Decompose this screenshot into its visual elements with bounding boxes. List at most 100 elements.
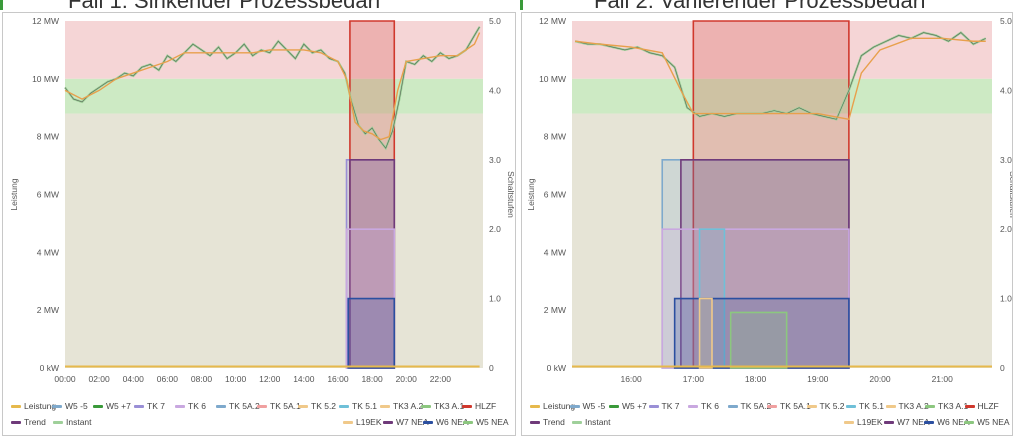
legend-item-hlzf[interactable]: HLZF xyxy=(462,401,496,411)
legend-item-w7-nea[interactable]: W7 NEA xyxy=(383,417,429,427)
x-tick-label: 10:00 xyxy=(225,374,247,384)
legend-row-2: Trend Instant L19EK W7 NEA W6 NEA W5 NEA xyxy=(3,417,515,429)
y2-tick-label: 2.0 xyxy=(489,224,501,234)
legend-row-1: Leistung W5 -5 W5 +7 TK 7 TK 6 TK 5A.2 TK 5A.1… xyxy=(3,401,515,413)
legend-item-w5-5[interactable]: W5 -5 xyxy=(569,401,605,411)
legend-item-tk-5a-1[interactable]: TK 5A.1 xyxy=(257,401,301,411)
x-tick-label: 08:00 xyxy=(191,374,213,384)
legend-item-tk3-a-1[interactable]: TK3 A.1 xyxy=(925,401,968,411)
legend-case-2: Leistung W5 -5 W5 +7 TK 7 TK 6 TK 5A.2 TK 5A.1… xyxy=(522,399,1012,435)
legend-item-tk-5-2[interactable]: TK 5.2 xyxy=(806,401,845,411)
legend-swatch xyxy=(423,420,433,424)
legend-label: W6 NEA xyxy=(937,417,970,427)
legend-item-tk-7[interactable]: TK 7 xyxy=(134,401,165,411)
legend-swatch xyxy=(846,404,856,408)
legend-item-w5-7[interactable]: W5 +7 xyxy=(93,401,131,411)
y2-axis-label: Schaltstufen xyxy=(506,171,515,218)
legend-swatch xyxy=(339,404,349,408)
legend-item-w7-nea[interactable]: W7 NEA xyxy=(884,417,930,427)
y2-tick-label: 1.0 xyxy=(1000,294,1012,304)
y-tick-label: 2 MW xyxy=(544,305,566,315)
y-axis-label: Leistung xyxy=(526,178,536,210)
x-tick-label: 16:00 xyxy=(620,374,642,384)
legend-label: HLZF xyxy=(977,401,999,411)
legend-item-tk3-a-2[interactable]: TK3 A.2 xyxy=(885,401,929,411)
chart-panel-case-1: 0 kW 2 MW 4 MW 6 MW 8 MW 10 MW 12 MW 0 1.0 2.0 3.0… xyxy=(2,12,516,436)
y-tick-label: 4 MW xyxy=(37,247,59,257)
legend-swatch xyxy=(134,404,144,408)
legend-swatch xyxy=(11,420,21,424)
legend-item-tk-5a-1[interactable]: TK 5A.1 xyxy=(767,401,811,411)
y2-tick-label: 4.0 xyxy=(489,85,501,95)
series-w6-nea xyxy=(673,297,850,369)
legend-item-tk3-a-2[interactable]: TK3 A.2 xyxy=(380,401,423,411)
legend-label: TK3 A.2 xyxy=(898,401,929,411)
x-tick-label: 21:00 xyxy=(932,374,954,384)
legend-swatch xyxy=(530,420,540,424)
legend-item-trend[interactable]: Trend xyxy=(530,417,565,427)
legend-item-l19ek[interactable]: L19EK xyxy=(844,417,883,427)
legend-item-tk-5a-2[interactable]: TK 5A.2 xyxy=(216,401,260,411)
legend-label: TK 5.1 xyxy=(352,401,378,411)
legend-swatch xyxy=(175,404,185,408)
x-tick-label: 06:00 xyxy=(157,374,179,384)
legend-label: TK 5A.2 xyxy=(740,401,772,411)
legend-item-tk-6[interactable]: TK 6 xyxy=(175,401,206,411)
legend-item-tk-5-1[interactable]: TK 5.1 xyxy=(339,401,377,411)
legend-item-leistung[interactable]: Leistung xyxy=(530,401,575,411)
legend-item-w5-5[interactable]: W5 -5 xyxy=(52,401,88,411)
legend-item-instant[interactable]: Instant xyxy=(53,417,92,427)
y2-tick-label: 5.0 xyxy=(1000,16,1012,26)
legend-label: TK 5.1 xyxy=(859,401,885,411)
legend-item-w6-nea[interactable]: W6 NEA xyxy=(423,417,469,427)
y2-axis-label: Schaltstufen xyxy=(1008,171,1012,218)
threshold-band-2 xyxy=(65,113,483,369)
legend-swatch xyxy=(380,404,390,408)
legend-item-tk-5-2[interactable]: TK 5.2 xyxy=(298,401,336,411)
legend-item-l19ek[interactable]: L19EK xyxy=(343,417,382,427)
legend-label: W5 +7 xyxy=(106,401,131,411)
x-tick-label: 17:00 xyxy=(683,374,705,384)
threshold-band-1 xyxy=(572,78,992,114)
legend-item-w5-7[interactable]: W5 +7 xyxy=(609,401,647,411)
legend-swatch xyxy=(844,420,854,424)
legend-row-2: Trend Instant L19EK W7 NEA W6 NEA W5 NEA xyxy=(522,417,1012,429)
y-tick-label: 12 MW xyxy=(32,16,59,26)
legend-label: L19EK xyxy=(857,417,883,427)
legend-item-tk-5-1[interactable]: TK 5.1 xyxy=(846,401,884,411)
legend-swatch xyxy=(421,404,431,408)
legend-swatch xyxy=(924,420,934,424)
legend-swatch xyxy=(530,404,540,408)
y2-tick-label: 0 xyxy=(1000,363,1005,373)
y-tick-label: 12 MW xyxy=(539,16,566,26)
legend-label: W5 -5 xyxy=(65,401,88,411)
legend-item-w6-nea[interactable]: W6 NEA xyxy=(924,417,970,427)
x-tick-label: 18:00 xyxy=(745,374,767,384)
corner-marker-left xyxy=(0,0,3,10)
legend-item-tk-6[interactable]: TK 6 xyxy=(688,401,719,411)
legend-swatch xyxy=(463,420,473,424)
legend-item-tk-7[interactable]: TK 7 xyxy=(648,401,679,411)
x-tick-label: 20:00 xyxy=(869,374,891,384)
y-tick-label: 10 MW xyxy=(32,74,59,84)
legend-swatch xyxy=(885,404,896,408)
legend-row-1: Leistung W5 -5 W5 +7 TK 7 TK 6 TK 5A.2 TK 5A.1… xyxy=(522,401,1012,413)
legend-swatch xyxy=(964,404,975,408)
legend-item-leistung[interactable]: Leistung xyxy=(11,401,56,411)
legend-item-hlzf[interactable]: HLZF xyxy=(964,401,999,411)
y2-tick-label: 4.0 xyxy=(1000,85,1012,95)
legend-item-tk3-a-1[interactable]: TK3 A.1 xyxy=(421,401,464,411)
legend-label: W5 +7 xyxy=(622,401,647,411)
legend-swatch xyxy=(806,404,817,408)
legend-item-w5-nea[interactable]: W5 NEA xyxy=(964,417,1010,427)
legend-item-trend[interactable]: Trend xyxy=(11,417,46,427)
legend-swatch xyxy=(383,420,393,424)
legend-item-w5-nea[interactable]: W5 NEA xyxy=(463,417,509,427)
legend-label: W7 NEA xyxy=(396,417,429,427)
legend-item-tk-5a-2[interactable]: TK 5A.2 xyxy=(727,401,772,411)
threshold-band-2 xyxy=(572,113,992,369)
legend-label: Trend xyxy=(543,417,565,427)
y-tick-label: 4 MW xyxy=(544,247,566,257)
legend-item-instant[interactable]: Instant xyxy=(572,417,611,427)
legend-swatch xyxy=(52,404,62,408)
